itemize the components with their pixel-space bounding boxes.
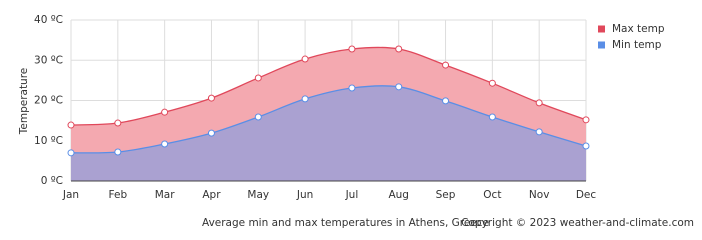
point: [67, 121, 75, 129]
x-tick-label: Jan: [62, 189, 79, 201]
legend-label: Max temp: [612, 23, 665, 35]
y-tick-label: 20 ºC: [34, 95, 63, 107]
x-tick-label: Aug: [388, 189, 409, 201]
point: [488, 79, 496, 87]
x-tick-label: Jul: [345, 189, 359, 201]
line: [70, 46, 587, 126]
point: [395, 83, 403, 91]
x-tick-label: Mar: [155, 189, 175, 201]
legend-swatch: [598, 41, 605, 49]
x-tick-label: Feb: [109, 189, 128, 201]
point: [442, 61, 450, 69]
point: [301, 55, 309, 63]
point: [348, 45, 356, 53]
y-tick-label: 10 ºC: [34, 135, 63, 147]
point: [535, 128, 543, 136]
x-tick-label: Jun: [296, 189, 313, 201]
y-axis-label: Temperature: [18, 68, 30, 136]
point: [348, 84, 356, 92]
point: [442, 97, 450, 105]
chart: Temperature Average min and max temperat…: [18, 14, 694, 229]
point: [301, 95, 309, 103]
x-tick-label: Oct: [483, 189, 501, 201]
point: [254, 74, 262, 82]
x-tick-label: Dec: [576, 189, 597, 201]
point: [161, 108, 169, 116]
point: [535, 99, 543, 107]
point: [488, 113, 496, 121]
point: [161, 140, 169, 148]
x-tick-label: Nov: [529, 189, 550, 201]
point: [395, 45, 403, 53]
x-tick-label: Sep: [436, 189, 456, 201]
point: [207, 129, 215, 137]
point: [582, 116, 590, 124]
x-tick-label: Apr: [202, 189, 221, 201]
point: [114, 119, 122, 127]
point: [582, 142, 590, 150]
caption: Average min and max temperatures in Athe…: [202, 217, 489, 229]
y-tick-label: 0 ºC: [41, 175, 63, 187]
point: [254, 113, 262, 121]
point: [114, 148, 122, 156]
copyright: Copyright © 2023 weather-and-climate.com: [461, 217, 694, 229]
area-fill: [71, 85, 586, 181]
point: [67, 149, 75, 157]
point: [207, 94, 215, 102]
y-tick-label: 30 ºC: [34, 54, 63, 66]
line: [70, 85, 587, 154]
y-tick-label: 40 ºC: [34, 14, 63, 26]
x-tick-label: May: [247, 189, 269, 201]
legend-swatch: [598, 25, 605, 33]
legend-label: Min temp: [612, 39, 662, 51]
